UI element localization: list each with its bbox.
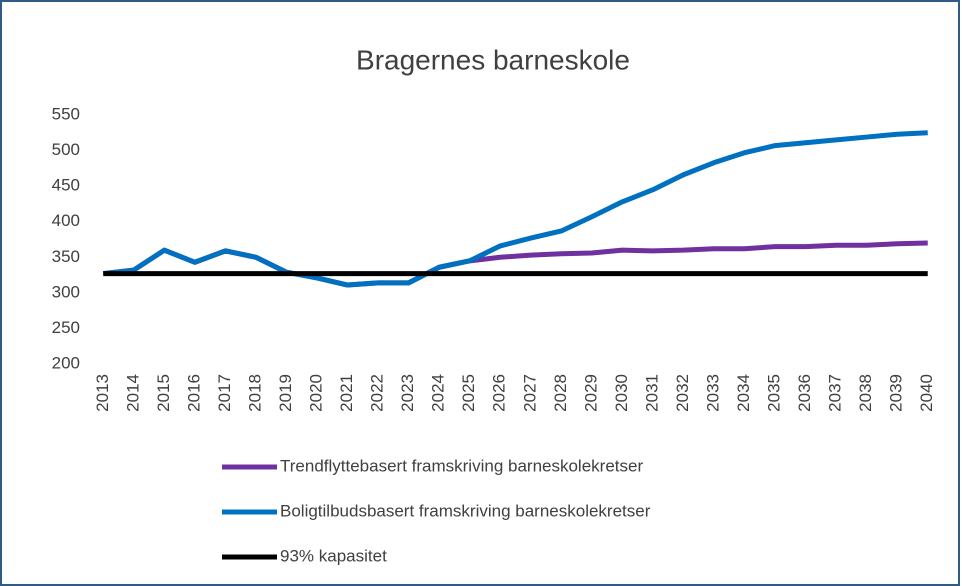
series-line [102,130,928,288]
x-tick-label: 2029 [581,374,600,412]
x-tick-label: 2033 [703,374,722,412]
x-tick-label: 2034 [734,374,753,412]
x-tick-label: 2019 [276,374,295,412]
y-tick-label: 550 [52,104,80,123]
x-tick-label: 2026 [490,374,509,412]
x-tick-label: 2035 [765,374,784,412]
x-tick-label: 2027 [520,374,539,412]
x-tick-label: 2025 [459,374,478,412]
x-tick-label: 2016 [184,374,203,412]
x-tick-label: 2028 [551,374,570,412]
x-tick-label: 2022 [368,374,387,412]
x-tick-label: 2023 [398,374,417,412]
legend-label: Boligtilbudsbasert framskriving barnesko… [280,501,651,520]
y-tick-label: 450 [52,176,80,195]
y-tick-label: 250 [52,318,80,337]
y-tick-label: 350 [52,247,80,266]
x-tick-label: 2024 [429,374,448,412]
x-tick-label: 2018 [245,374,264,412]
x-tick-label: 2020 [307,374,326,412]
y-tick-label: 500 [52,140,80,159]
x-tick-label: 2036 [795,374,814,412]
chart-title: Bragernes barneskole [356,44,630,75]
x-tick-label: 2013 [93,374,112,412]
legend-label: Trendflyttebasert framskriving barneskol… [280,456,643,475]
x-tick-label: 2021 [337,374,356,412]
x-tick-label: 2032 [673,374,692,412]
x-tick-label: 2030 [612,374,631,412]
x-tick-label: 2014 [123,374,142,412]
y-tick-label: 300 [52,282,80,301]
x-tick-label: 2015 [154,374,173,412]
y-tick-label: 200 [52,353,80,372]
x-tick-label: 2031 [642,374,661,412]
x-tick-label: 2039 [887,374,906,412]
x-tick-label: 2038 [856,374,875,412]
x-tick-label: 2040 [917,374,936,412]
x-tick-label: 2017 [215,374,234,412]
x-tick-label: 2037 [826,374,845,412]
y-tick-label: 400 [52,211,80,230]
legend-label: 93% kapasitet [280,546,387,565]
